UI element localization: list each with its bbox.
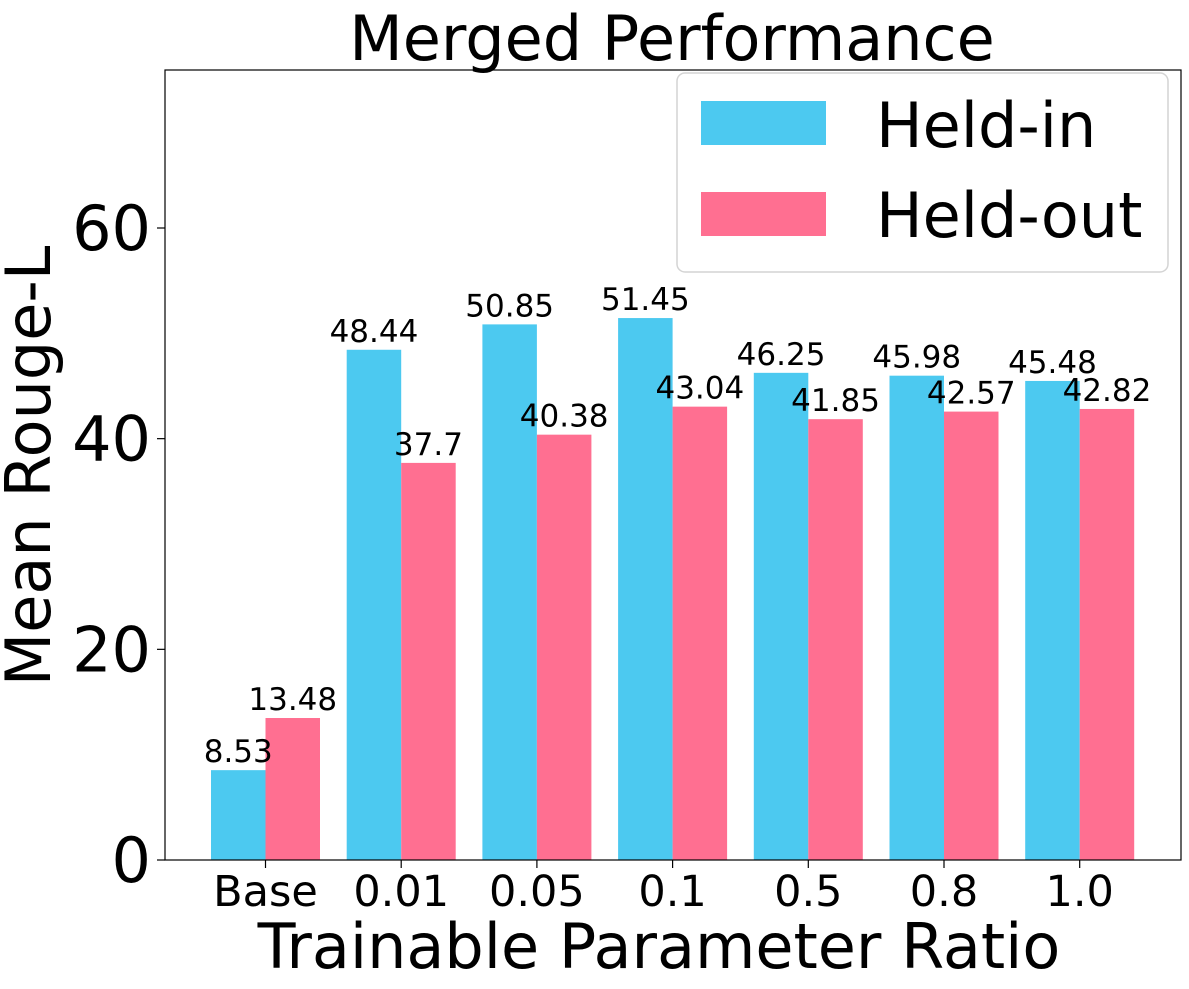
data-label-held-out-0-5: 41.85 [791,383,880,419]
bar-held-in-0-05 [482,324,537,860]
bar-held-out-0-05 [536,434,592,860]
legend-label-held-in: Held-in [876,89,1096,162]
data-label-held-in-0-05: 50.85 [465,288,554,324]
bar-held-in-0-01 [346,349,402,860]
bar-labels-layer: 8.53 48.44 50.85 51.45 46.25 45.98 45.48 13.48 3… [204,282,1152,770]
data-label-held-in-0-01: 48.44 [330,314,419,350]
data-label-held-in-base: 8.53 [204,734,273,770]
bar-held-in-0-1 [618,318,673,860]
data-label-held-in-0-5: 46.25 [737,337,826,373]
x-axis: Base 0.01 0.05 0.1 0.5 0.8 1.0 [213,860,1114,917]
y-axis-label: Mean Rouge-L [0,245,65,686]
bar-held-in-1-0 [1025,380,1080,860]
bar-held-in-base [211,770,266,860]
legend-label-held-out: Held-out [876,179,1142,252]
bar-held-out-0-01 [401,462,456,860]
y-tick-label: 20 [72,613,151,686]
x-tick-label: 0.1 [638,867,706,917]
y-axis: 0 20 40 60 [72,192,165,897]
chart-title: Merged Performance [349,2,995,75]
bar-held-out-base [265,718,320,860]
data-label-held-in-0-8: 45.98 [872,340,961,376]
data-label-held-out-0-01: 37.7 [394,427,463,463]
bar-held-in-0-8 [889,375,944,860]
x-tick-label: Base [213,867,318,917]
bar-held-out-1-0 [1079,408,1135,860]
y-tick-label: 0 [112,824,151,897]
data-label-held-out-1-0: 42.82 [1063,373,1152,409]
data-label-held-in-1-0: 45.48 [1008,345,1097,381]
data-label-held-out-0-1: 43.04 [655,371,744,407]
data-label-held-out-0-05: 40.38 [520,399,609,435]
legend-swatch-held-out [701,192,826,236]
data-label-held-in-0-1: 51.45 [601,282,690,318]
bars-layer [211,318,1135,860]
bar-held-out-0-5 [808,419,863,860]
data-label-held-out-base: 13.48 [248,682,337,718]
x-tick-label: 0.5 [774,867,842,917]
y-tick-label: 40 [72,403,151,476]
x-tick-label: 0.8 [910,867,978,917]
x-tick-label: 1.0 [1046,867,1114,917]
bar-held-in-0-5 [753,372,809,860]
legend-swatch-held-in [701,101,826,145]
data-label-held-out-0-8: 42.57 [927,376,1016,412]
bar-held-out-0-8 [944,411,999,860]
x-tick-label: 0.05 [489,867,585,917]
x-axis-label: Trainable Parameter Ratio [257,910,1061,983]
bar-held-out-0-1 [672,406,728,860]
x-tick-label: 0.01 [353,867,449,917]
y-tick-label: 60 [72,192,151,265]
legend: Held-in Held-out [676,72,1169,273]
